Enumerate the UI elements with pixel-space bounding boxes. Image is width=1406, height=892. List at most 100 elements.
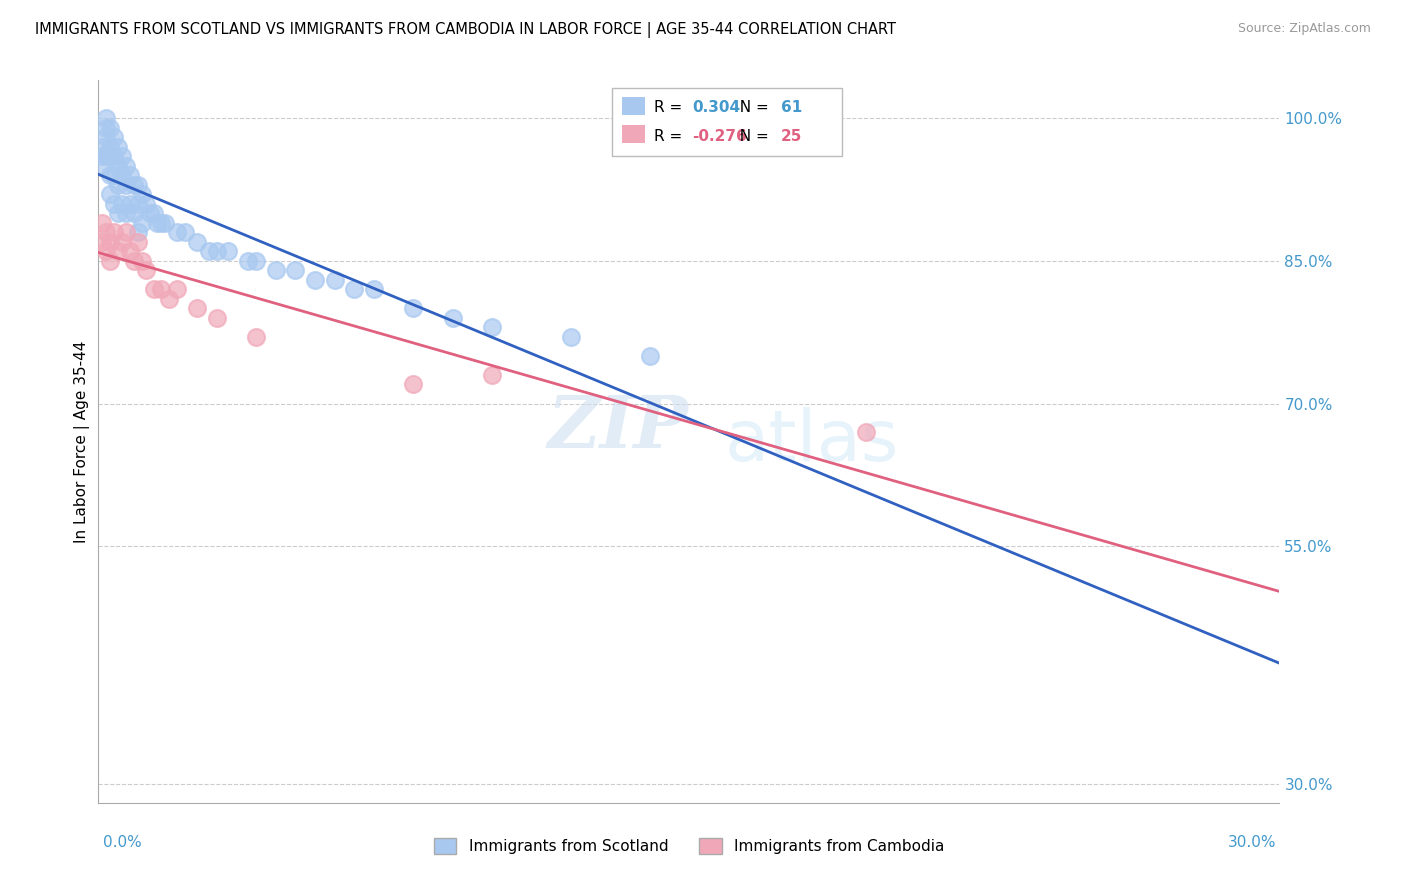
Legend: Immigrants from Scotland, Immigrants from Cambodia: Immigrants from Scotland, Immigrants fro…	[427, 832, 950, 860]
Point	[127, 197, 149, 211]
Point	[98, 149, 121, 163]
Point	[115, 226, 138, 240]
Point	[96, 149, 118, 163]
Point	[107, 140, 129, 154]
Point	[127, 226, 149, 240]
Point	[107, 178, 129, 192]
Point	[107, 159, 129, 173]
Point	[96, 226, 118, 240]
Point	[115, 159, 138, 173]
Point	[96, 120, 118, 135]
Text: N =: N =	[730, 128, 773, 144]
Point	[142, 206, 165, 220]
Point	[142, 282, 165, 296]
Text: N =: N =	[730, 100, 773, 115]
Point	[103, 149, 125, 163]
Point	[855, 425, 877, 439]
Y-axis label: In Labor Force | Age 35-44: In Labor Force | Age 35-44	[75, 341, 90, 542]
Point	[236, 254, 259, 268]
Bar	[621, 97, 645, 115]
Point	[103, 197, 125, 211]
Point	[98, 120, 121, 135]
Point	[111, 169, 134, 183]
Point	[115, 206, 138, 220]
Text: IMMIGRANTS FROM SCOTLAND VS IMMIGRANTS FROM CAMBODIA IN LABOR FORCE | AGE 35-44 : IMMIGRANTS FROM SCOTLAND VS IMMIGRANTS F…	[35, 22, 896, 38]
Point	[127, 178, 149, 192]
Point	[103, 226, 125, 240]
Point	[111, 149, 134, 163]
Point	[138, 206, 160, 220]
Point	[166, 282, 188, 296]
Point	[304, 273, 326, 287]
Point	[402, 377, 425, 392]
Point	[91, 149, 114, 163]
Point	[155, 216, 177, 230]
Point	[186, 235, 208, 249]
Point	[560, 330, 582, 344]
Point	[157, 292, 180, 306]
Point	[150, 282, 173, 296]
Point	[402, 301, 425, 316]
Bar	[621, 125, 645, 143]
Point	[122, 178, 145, 192]
Text: Source: ZipAtlas.com: Source: ZipAtlas.com	[1237, 22, 1371, 36]
Point	[284, 263, 307, 277]
Point	[103, 130, 125, 145]
Point	[96, 244, 118, 259]
Point	[441, 310, 464, 325]
Point	[91, 235, 114, 249]
Text: R =: R =	[654, 128, 686, 144]
Point	[98, 140, 121, 154]
Point	[638, 349, 661, 363]
Point	[91, 140, 114, 154]
Point	[197, 244, 219, 259]
Point	[118, 244, 141, 259]
Point	[96, 112, 118, 126]
Point	[186, 301, 208, 316]
Text: -0.276: -0.276	[693, 128, 747, 144]
Point	[115, 178, 138, 192]
Point	[122, 254, 145, 268]
Point	[98, 187, 121, 202]
Text: 25: 25	[782, 128, 803, 144]
Point	[264, 263, 287, 277]
Text: 0.0%: 0.0%	[103, 836, 142, 850]
Point	[118, 197, 141, 211]
Point	[111, 197, 134, 211]
Point	[323, 273, 346, 287]
Text: 30.0%: 30.0%	[1229, 836, 1277, 850]
Text: 0.304: 0.304	[693, 100, 741, 115]
Point	[131, 187, 153, 202]
Point	[174, 226, 197, 240]
Point	[245, 254, 267, 268]
Point	[131, 254, 153, 268]
Point	[146, 216, 169, 230]
Point	[118, 169, 141, 183]
FancyBboxPatch shape	[612, 87, 842, 156]
Point	[98, 169, 121, 183]
Point	[107, 244, 129, 259]
Point	[131, 216, 153, 230]
Point	[103, 169, 125, 183]
Point	[217, 244, 239, 259]
Point	[481, 320, 503, 334]
Point	[98, 254, 121, 268]
Point	[96, 130, 118, 145]
Point	[363, 282, 385, 296]
Point	[343, 282, 366, 296]
Point	[166, 226, 188, 240]
Point	[481, 368, 503, 382]
Point	[135, 197, 157, 211]
Point	[111, 235, 134, 249]
Text: 61: 61	[782, 100, 803, 115]
Point	[98, 235, 121, 249]
Point	[150, 216, 173, 230]
Point	[91, 216, 114, 230]
Text: ZIP: ZIP	[547, 392, 688, 463]
Point	[107, 206, 129, 220]
Point	[127, 235, 149, 249]
Point	[245, 330, 267, 344]
Point	[91, 159, 114, 173]
Point	[135, 263, 157, 277]
Text: atlas: atlas	[724, 407, 898, 476]
